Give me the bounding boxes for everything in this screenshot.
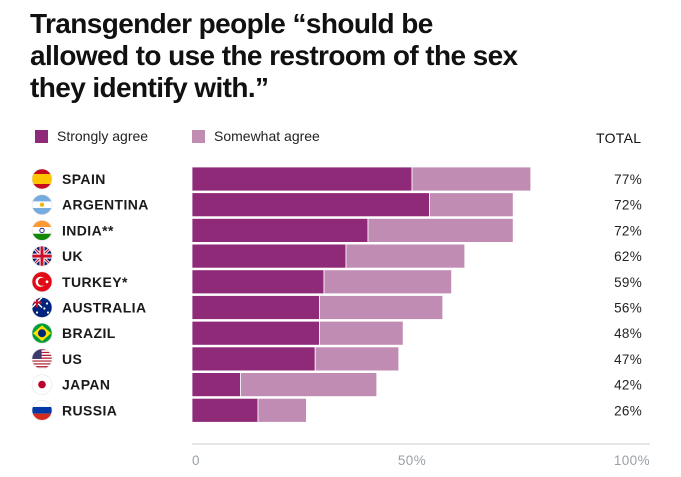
total-value-brazil: 48% <box>614 326 642 341</box>
country-label-us: US <box>62 351 82 367</box>
bar-somewhat-agree-uk <box>345 243 466 269</box>
total-value-russia: 26% <box>614 403 642 418</box>
bar-somewhat-agree-india <box>367 217 514 243</box>
legend-label-strongly-agree: Strongly agree <box>57 128 149 144</box>
total-value-australia: 56% <box>614 301 642 316</box>
country-label-russia: RUSSIA <box>62 402 117 418</box>
country-label-turkey: TURKEY* <box>62 274 128 290</box>
country-label-india: INDIA** <box>62 222 114 238</box>
bar-strongly-agree-turkey <box>191 269 325 295</box>
brazil-flag-icon <box>31 322 53 344</box>
bar-strongly-agree-us <box>191 346 316 372</box>
legend-swatch-strongly-agree <box>35 129 48 143</box>
spain-flag-icon <box>31 168 53 190</box>
total-value-uk: 62% <box>614 249 642 264</box>
bar-strongly-agree-brazil <box>191 320 320 346</box>
bar-strongly-agree-japan <box>191 372 241 398</box>
bar-strongly-agree-spain <box>191 166 413 192</box>
total-value-india: 72% <box>614 223 642 238</box>
australia-flag-icon <box>31 297 53 318</box>
legend-swatch-somewhat-agree <box>192 129 205 143</box>
bar-somewhat-agree-japan <box>239 372 378 398</box>
country-label-australia: AUSTRALIA <box>62 300 146 316</box>
country-label-brazil: BRAZIL <box>62 325 116 341</box>
us-flag-icon <box>31 348 53 370</box>
chart-title: Transgender people “should be allowed to… <box>30 8 518 103</box>
total-value-us: 47% <box>614 352 642 367</box>
bar-strongly-agree-australia <box>191 295 320 320</box>
total-column-header: TOTAL <box>596 130 642 146</box>
japan-flag-icon <box>31 374 53 395</box>
country-label-uk: UK <box>62 248 83 264</box>
india-flag-icon <box>31 220 53 241</box>
bar-strongly-agree-uk <box>191 243 347 269</box>
x-tick-label: 0 <box>192 453 200 468</box>
total-value-spain: 77% <box>614 172 642 187</box>
uk-flag-icon <box>31 245 53 267</box>
country-label-spain: SPAIN <box>62 171 106 187</box>
country-label-argentina: ARGENTINA <box>62 197 149 213</box>
bar-strongly-agree-russia <box>191 397 259 423</box>
bar-strongly-agree-india <box>191 217 369 243</box>
turkey-flag-icon <box>31 271 53 293</box>
bar-somewhat-agree-brazil <box>319 320 404 346</box>
argentina-flag-icon <box>31 194 53 215</box>
legend-strongly-agree: Strongly agree <box>35 128 148 144</box>
bar-somewhat-agree-argentina <box>429 192 514 218</box>
total-value-turkey: 59% <box>614 275 642 290</box>
bar-strongly-agree-argentina <box>191 192 431 218</box>
bar-somewhat-agree-us <box>314 346 400 372</box>
bar-somewhat-agree-turkey <box>323 269 452 295</box>
bar-somewhat-agree-russia <box>257 397 307 423</box>
country-label-japan: JAPAN <box>62 377 110 393</box>
total-value-japan: 42% <box>614 378 642 393</box>
total-value-argentina: 72% <box>614 198 642 213</box>
legend-somewhat-agree: Somewhat agree <box>192 128 320 144</box>
x-tick-label: 50% <box>398 453 426 468</box>
x-tick-label: 100% <box>614 453 650 468</box>
legend-label-somewhat-agree: Somewhat agree <box>214 128 320 144</box>
bar-somewhat-agree-australia <box>319 295 444 320</box>
russia-flag-icon <box>31 399 53 421</box>
bar-somewhat-agree-spain <box>411 166 532 192</box>
